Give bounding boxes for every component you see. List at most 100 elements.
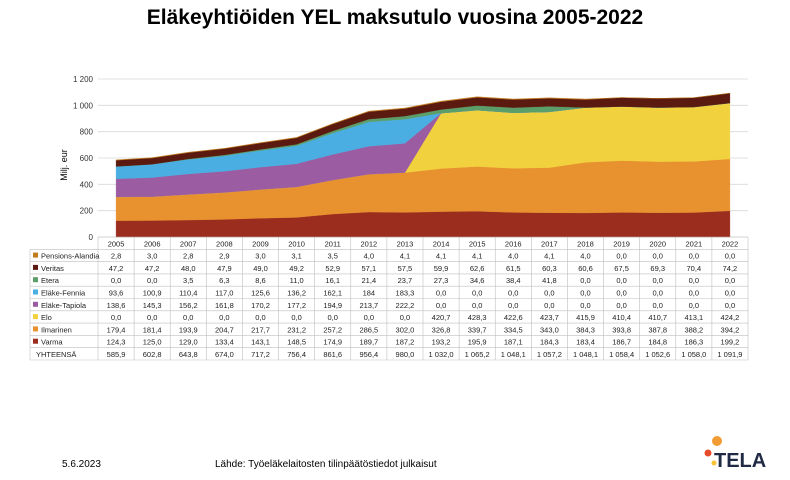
table-cell: 217,7 [251, 325, 270, 334]
total-cell: 602,8 [143, 350, 162, 359]
total-cell: 585,9 [107, 350, 126, 359]
table-header-year: 2008 [216, 239, 233, 248]
tela-logo: TELA [704, 436, 766, 472]
table-cell: 143,1 [251, 338, 270, 347]
table-cell: 4,0 [580, 252, 590, 261]
table-cell: 204,7 [215, 325, 234, 334]
table-header-year: 2017 [541, 239, 558, 248]
table-cell: 187,1 [504, 338, 523, 347]
legend-swatch [33, 252, 38, 258]
table-cell: 3,5 [328, 252, 338, 261]
table-cell: 343,0 [540, 325, 559, 334]
total-cell: 756,4 [287, 350, 306, 359]
legend-swatch [33, 301, 38, 307]
table-cell: 62,6 [470, 264, 485, 273]
table-cell: 74,2 [723, 264, 738, 273]
table-cell: 0,0 [689, 252, 699, 261]
table-cell: 424,2 [721, 313, 740, 322]
table-cell: 0,0 [436, 289, 446, 298]
table-cell: 3,1 [291, 252, 301, 261]
table-cell: 420,7 [432, 313, 451, 322]
table-cell: 47,9 [217, 264, 232, 273]
table-cell: 183,3 [396, 289, 415, 298]
table-cell: 0,0 [725, 276, 735, 285]
area-pensions-alandia [115, 93, 730, 161]
legend-swatch [33, 314, 38, 320]
table-cell: 199,2 [721, 338, 740, 347]
table-cell: 213,7 [359, 301, 378, 310]
table-header-year: 2018 [577, 239, 594, 248]
table-header-year: 2022 [722, 239, 739, 248]
table-cell: 423,7 [540, 313, 559, 322]
table-cell: 257,2 [323, 325, 342, 334]
total-cell: 1 091,9 [717, 350, 742, 359]
table-cell: 0,0 [653, 252, 663, 261]
table-cell: 59,9 [434, 264, 449, 273]
total-cell: 674,0 [215, 350, 234, 359]
y-axis: 0 200 400 600 800 1 000 1 200 [73, 75, 94, 242]
table-cell: 11,0 [290, 276, 304, 285]
table-header-year: 2007 [180, 239, 197, 248]
table-cell: 0,0 [616, 276, 626, 285]
table-header-year: 2021 [685, 239, 702, 248]
table-cell: 125,6 [251, 289, 270, 298]
table-cell: 422,6 [504, 313, 523, 322]
table-cell: 177,2 [287, 301, 306, 310]
table-cell: 61,5 [506, 264, 521, 273]
table-cell: 0,0 [436, 301, 446, 310]
table-header-year: 2005 [108, 239, 125, 248]
table-cell: 0,0 [111, 313, 121, 322]
table-cell: 0,0 [616, 301, 626, 310]
footer-source: Lähde: Työeläkelaitosten tilinpäätöstied… [215, 459, 437, 470]
table-cell: 193,2 [432, 338, 451, 347]
table-cell: 387,8 [648, 325, 667, 334]
total-cell: 1 058,4 [609, 350, 634, 359]
total-cell: 1 052,6 [645, 350, 670, 359]
table-header-year: 2015 [469, 239, 486, 248]
table-cell: 194,9 [323, 301, 342, 310]
table-cell: 0,0 [689, 276, 699, 285]
total-cell: 643,8 [179, 350, 198, 359]
table-cell: 184,8 [648, 338, 667, 347]
table-cell: 0,0 [653, 289, 663, 298]
table-cell: 4,1 [544, 252, 554, 261]
table-cell: 0,0 [291, 313, 301, 322]
table-cell: 0,0 [508, 289, 518, 298]
table-cell: 393,8 [612, 325, 631, 334]
total-label: YHTEENSÄ [36, 350, 76, 359]
table-cell: 4,1 [400, 252, 410, 261]
table-cell: 27,3 [434, 276, 449, 285]
table-cell: 21,4 [362, 276, 377, 285]
table-cell: 2,9 [219, 252, 229, 261]
table-header-year: 2020 [649, 239, 666, 248]
table-cell: 0,0 [580, 301, 590, 310]
table-cell: 0,0 [255, 313, 265, 322]
footer-date: 5.6.2023 [62, 459, 101, 470]
table-cell: 286,5 [359, 325, 378, 334]
y-tick-label: 400 [80, 180, 94, 189]
table-cell: 0,0 [580, 289, 590, 298]
table-cell: 136,2 [287, 289, 306, 298]
table-cell: 189,7 [359, 338, 378, 347]
total-cell: 1 048,1 [573, 350, 598, 359]
table-cell: 125,0 [143, 338, 162, 347]
table-cell: 38,4 [506, 276, 521, 285]
table-header-year: 2010 [288, 239, 305, 248]
table-cell: 170,2 [251, 301, 270, 310]
table-cell: 0,0 [147, 276, 157, 285]
table-cell: 117,0 [215, 289, 233, 298]
y-tick-label: 0 [89, 233, 94, 242]
table-cell: 394,2 [721, 325, 740, 334]
table-header-year: 2011 [325, 239, 341, 248]
logo-text: TELA [714, 450, 766, 472]
table-cell: 57,5 [398, 264, 413, 273]
table-cell: 3,0 [255, 252, 265, 261]
table-cell: 193,9 [179, 325, 198, 334]
table-cell: 100,9 [143, 289, 162, 298]
legend-swatch [33, 277, 38, 283]
legend-label: Etera [41, 276, 60, 285]
table-cell: 0,0 [111, 276, 121, 285]
table-cell: 231,2 [287, 325, 306, 334]
y-axis-label: Milj. eur [59, 149, 69, 181]
